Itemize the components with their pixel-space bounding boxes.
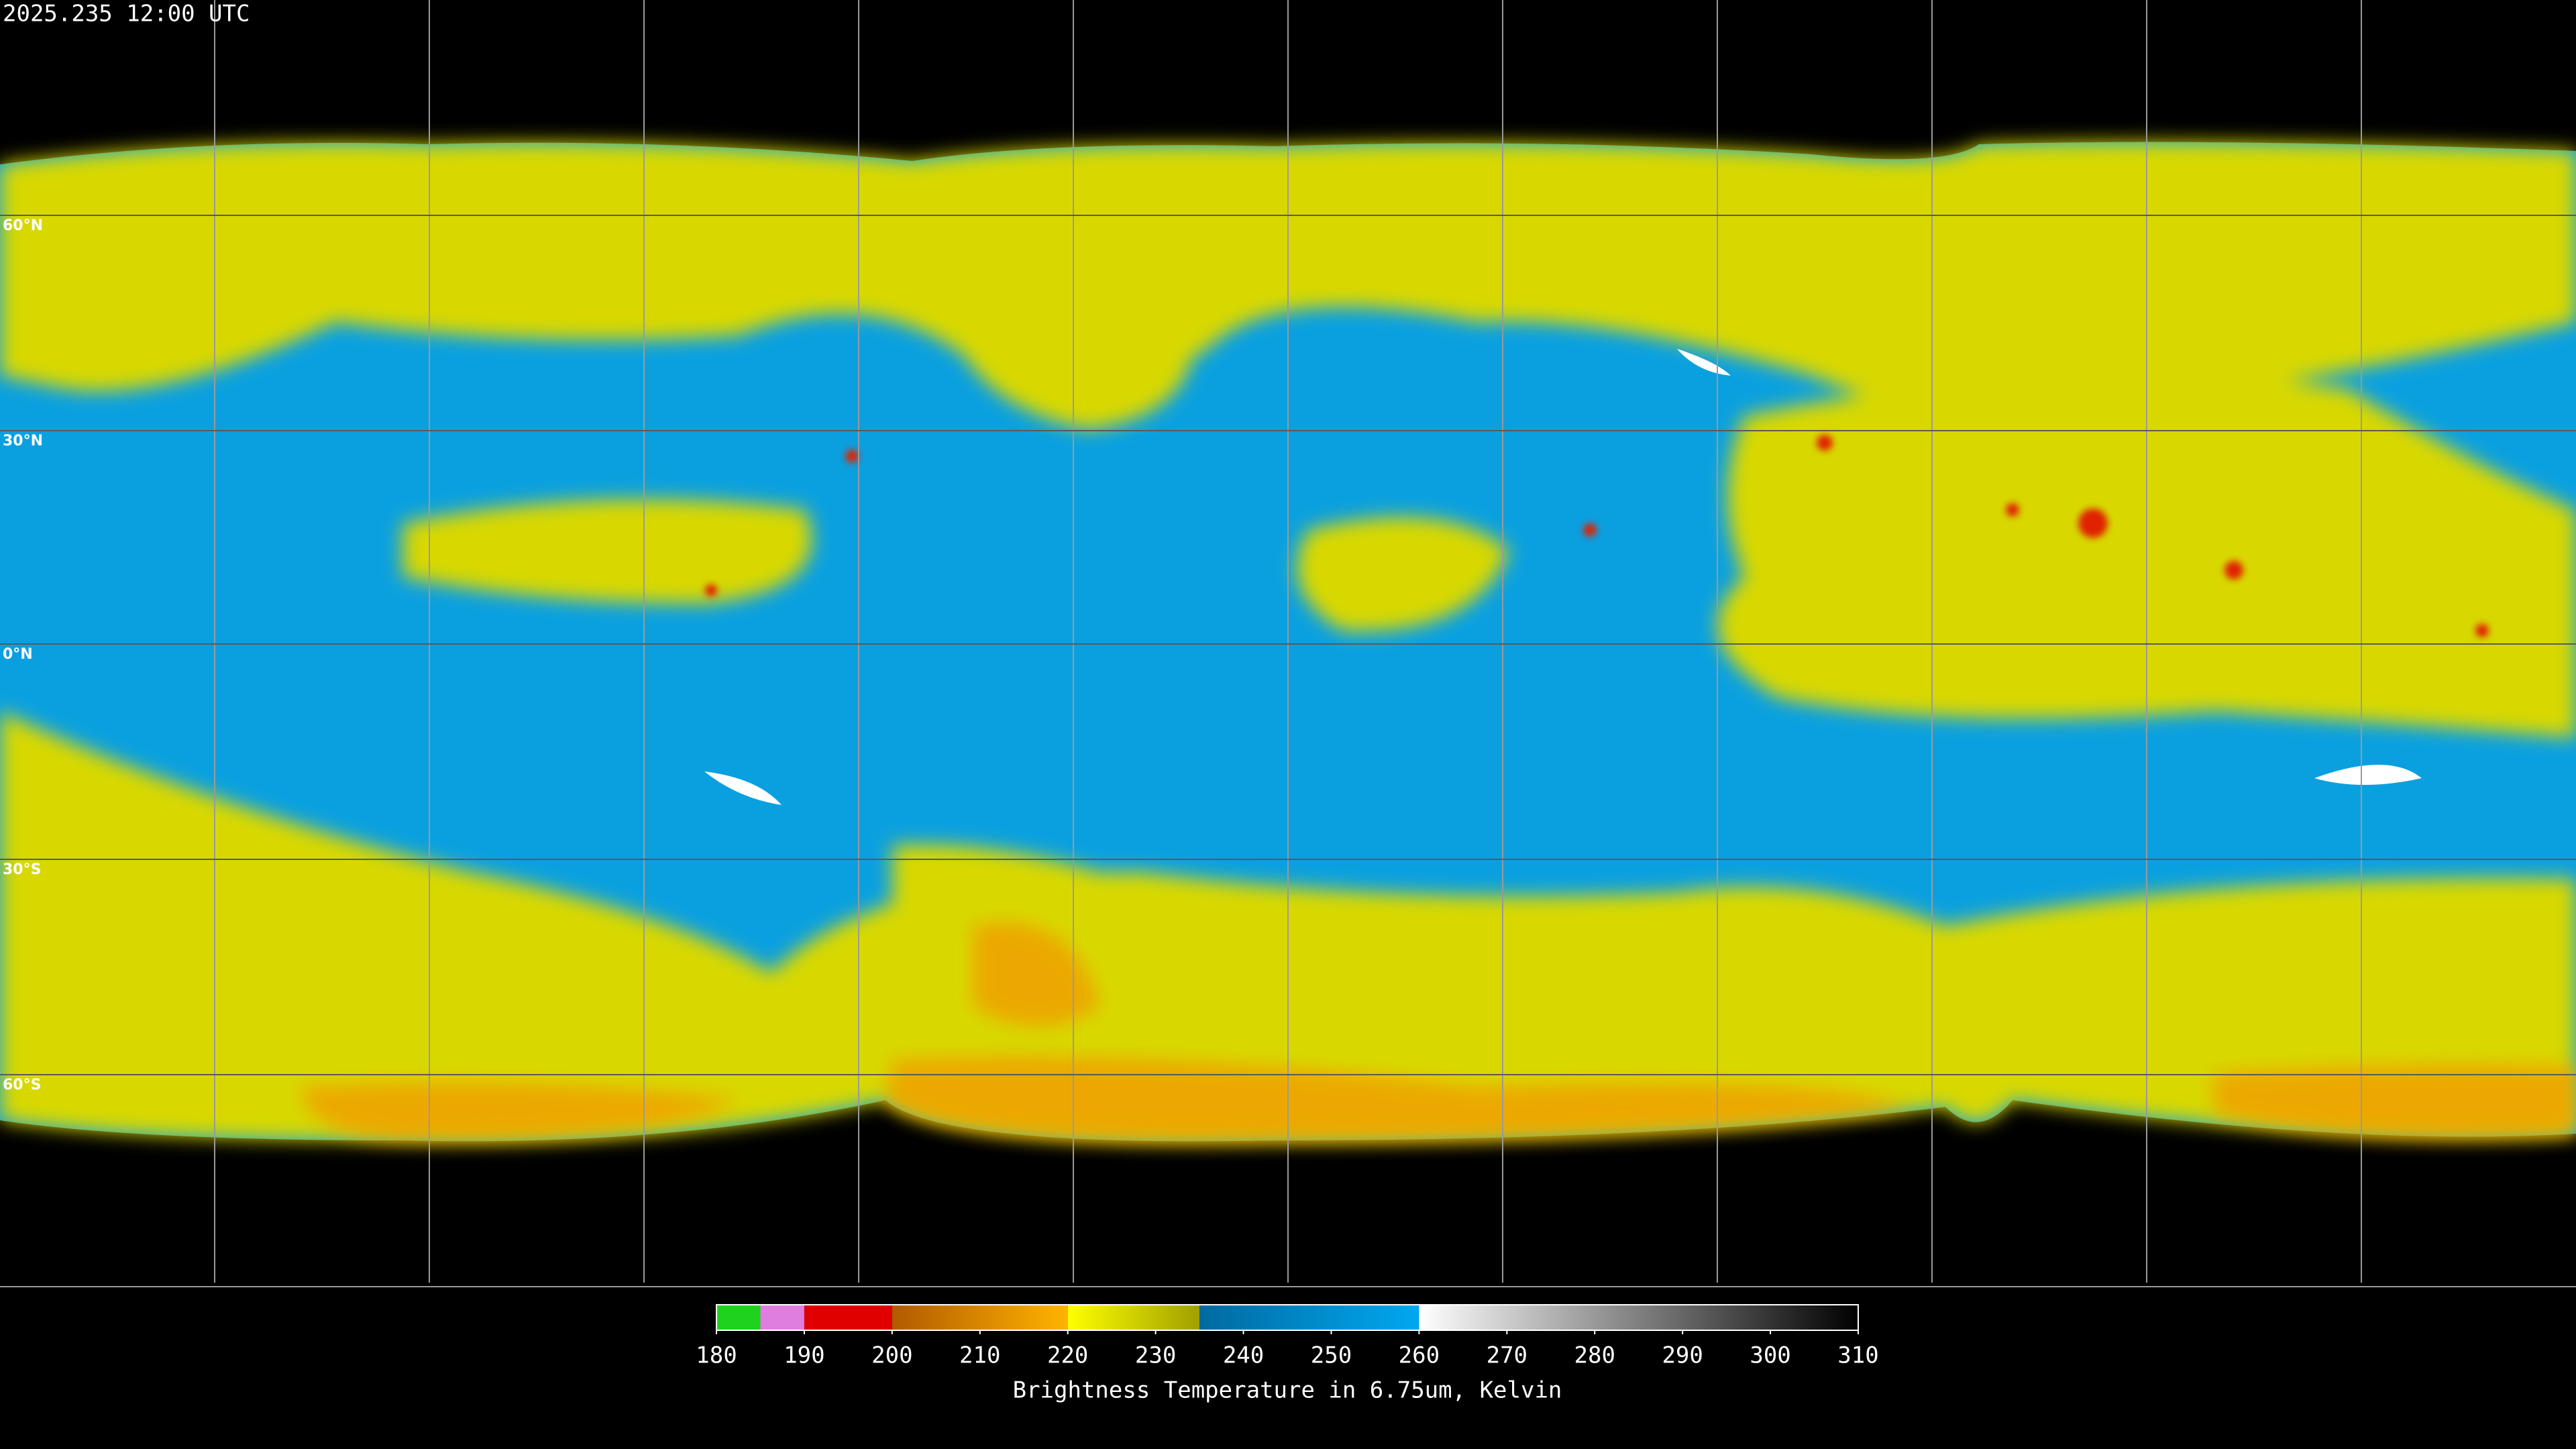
latitude-label: 0°N bbox=[3, 646, 33, 663]
colorbar-tick-label: 200 bbox=[871, 1342, 912, 1369]
colorbar-segment bbox=[1199, 1305, 1419, 1330]
latitude-label: 60°N bbox=[3, 217, 43, 234]
timestamp: 2025.235 12:00 UTC bbox=[3, 1, 250, 28]
latitude-label: 30°N bbox=[3, 433, 43, 449]
colorbar-segment bbox=[804, 1305, 892, 1330]
colorbar-tick-label: 240 bbox=[1223, 1342, 1264, 1369]
colorbar-tick-label: 180 bbox=[696, 1342, 737, 1369]
latitude-label: 60°S bbox=[3, 1077, 41, 1093]
colorbar-tick-label: 250 bbox=[1311, 1342, 1352, 1369]
colorbar-segment bbox=[716, 1305, 761, 1330]
colorbar-tick-label: 310 bbox=[1837, 1342, 1878, 1369]
colorbar-title: Brightness Temperature in 6.75um, Kelvin bbox=[1013, 1377, 1562, 1404]
colorbar: 180 190 200 210 220 230 240 250 260 270 280 290 300 3… bbox=[696, 1304, 1879, 1369]
colorbar-segment bbox=[760, 1305, 804, 1330]
colorbar-tick-label: 210 bbox=[959, 1342, 1000, 1369]
colorbar-tick-label: 270 bbox=[1487, 1342, 1527, 1369]
colorbar-tick-label: 190 bbox=[784, 1342, 824, 1369]
colorbar-tick-label: 220 bbox=[1047, 1342, 1088, 1369]
colorbar-frame bbox=[716, 1304, 1859, 1331]
colorbar-tick-label: 290 bbox=[1662, 1342, 1703, 1369]
colorbar-tick-label: 230 bbox=[1135, 1342, 1176, 1369]
colorbar-segment bbox=[1067, 1305, 1200, 1330]
latitude-labels: 60°N 30°N 0°N 30°S 60°S bbox=[3, 217, 43, 1093]
colorbar-tick-label: 260 bbox=[1399, 1342, 1440, 1369]
colorbar-segment bbox=[1419, 1305, 1858, 1330]
colorbar-segment bbox=[892, 1305, 1068, 1330]
colorbar-tick-label: 300 bbox=[1750, 1342, 1790, 1369]
colorbar-tick-label: 280 bbox=[1574, 1342, 1615, 1369]
graticule bbox=[0, 0, 2576, 1287]
latitude-label: 30°S bbox=[3, 861, 41, 878]
